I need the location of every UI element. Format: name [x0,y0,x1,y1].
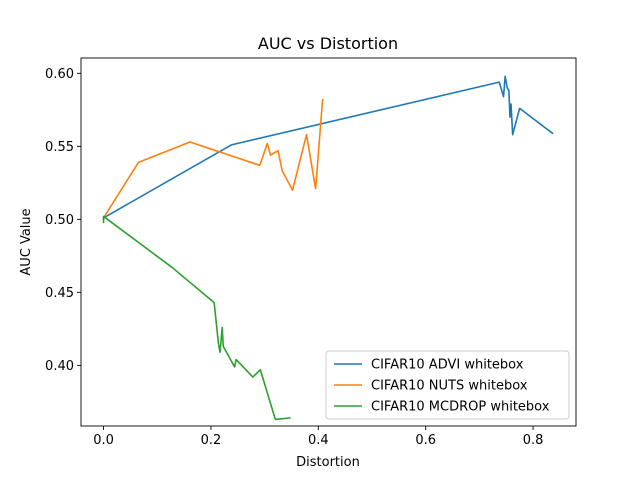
legend-label-1: CIFAR10 NUTS whitebox [371,379,528,394]
plot-frame [80,57,577,427]
legend-label-2: CIFAR10 MCDROP whitebox [371,400,550,415]
legend-box [325,350,570,420]
y-tick-label: 0.45 [45,286,74,301]
y-tick-label: 0.55 [45,140,74,155]
x-axis: 0.0 0.2 0.4 0.6 0.8 [93,426,543,448]
series-line-2 [102,215,291,421]
x-tick-label: 0.2 [201,433,222,448]
y-tick-label: 0.50 [45,213,74,228]
y-axis-label: AUC Value [19,208,34,275]
legend-label-0: CIFAR10 ADVI whitebox [371,358,524,373]
y-tick-label: 0.40 [45,359,74,374]
x-axis-label: Distortion [296,455,360,470]
series-line-0 [102,75,554,219]
chart-title: AUC vs Distortion [258,34,398,53]
x-tick-label: 0.8 [523,433,544,448]
x-tick-label: 0.0 [93,433,114,448]
x-tick-label: 0.4 [308,433,329,448]
y-axis: 0.40 0.45 0.50 0.55 0.60 [45,67,81,374]
x-tick-label: 0.6 [415,433,436,448]
series-line-1 [102,98,324,220]
legend: CIFAR10 ADVI whitebox CIFAR10 NUTS whiteb… [325,350,570,420]
y-tick-label: 0.60 [45,67,74,82]
series-layer [102,75,554,421]
